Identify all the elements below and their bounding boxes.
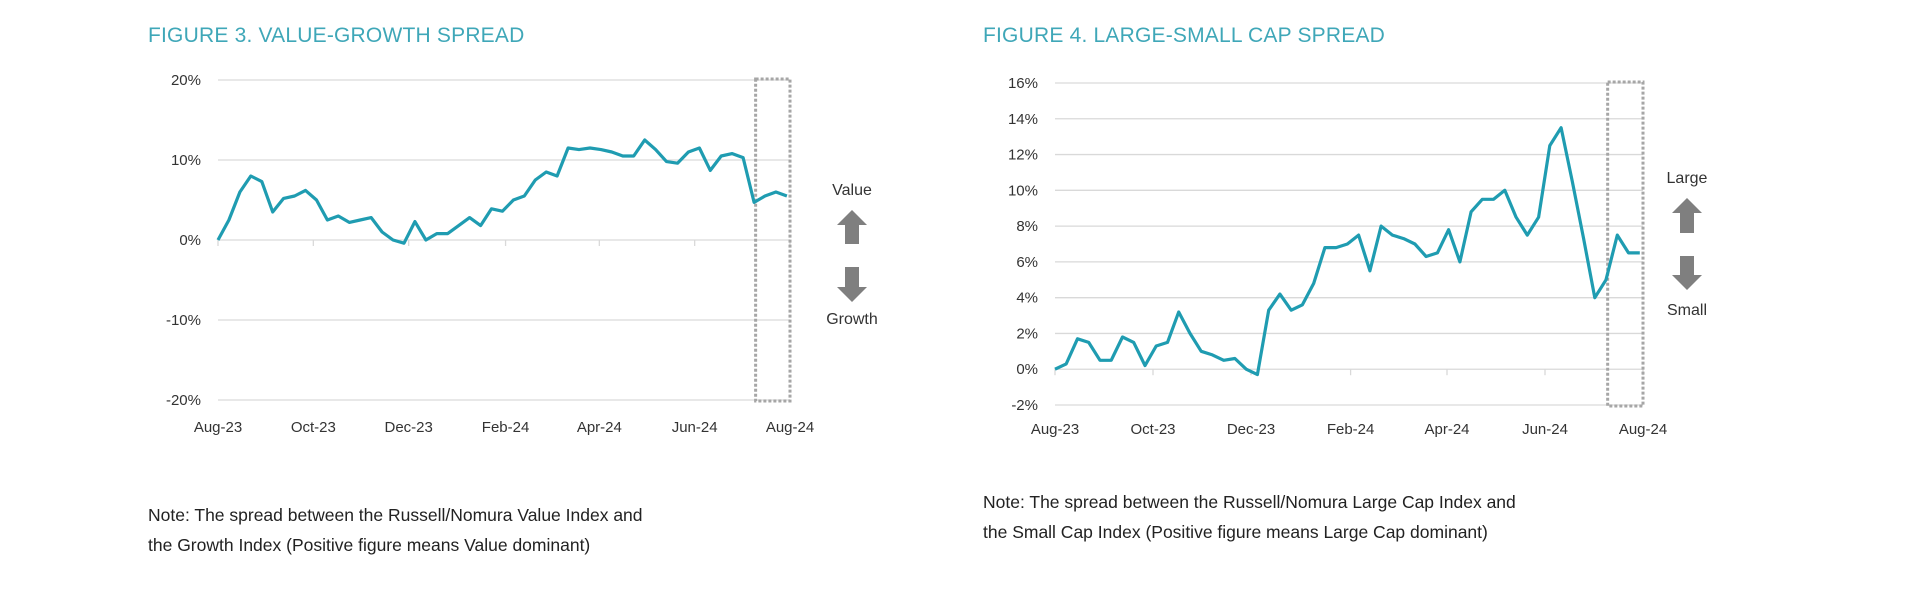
- value-growth-chart: -20% -10% 0% 10% 20% Aug-23 Oct-23 Dec-23 Feb-24…: [166, 72, 878, 436]
- up-label: Value: [832, 182, 872, 199]
- y-tick-label: 0%: [179, 232, 201, 249]
- figure-4-note-line-1: Note: The spread between the Russell/Nom…: [983, 492, 1516, 512]
- highlight-box: [1606, 80, 1645, 408]
- y-tick-label: 16%: [1008, 75, 1038, 92]
- down-arrow-icon: [1672, 256, 1702, 290]
- x-tick-label: Feb-24: [482, 419, 530, 436]
- x-tick-label: Feb-24: [1327, 421, 1375, 438]
- y-tick-label: -2%: [1011, 397, 1038, 414]
- x-tick-label: Oct-23: [291, 419, 336, 436]
- up-label: Large: [1667, 170, 1708, 187]
- figure-4-note-line-2: the Small Cap Index (Positive figure mea…: [983, 522, 1488, 542]
- up-arrow-icon: [1672, 198, 1702, 233]
- y-tick-label: 8%: [1016, 218, 1038, 235]
- y-tick-label: 0%: [1016, 361, 1038, 378]
- x-tick-label: Aug-24: [766, 419, 814, 436]
- down-arrow-icon: [837, 267, 867, 302]
- x-tick-label: Jun-24: [672, 419, 718, 436]
- down-label: Small: [1667, 302, 1707, 319]
- x-tick-label: Aug-24: [1619, 421, 1667, 438]
- y-tick-label: 20%: [171, 72, 201, 89]
- series-line: [1054, 126, 1640, 377]
- figure-3-note-line-2: the Growth Index (Positive figure means …: [148, 535, 591, 555]
- figure-3-note: Note: The spread between the Russell/Nom…: [148, 500, 643, 560]
- y-tick-label: 12%: [1008, 147, 1038, 164]
- y-tick-label: 2%: [1016, 325, 1038, 342]
- series-line: [216, 138, 788, 245]
- figure-4-note: Note: The spread between the Russell/Nom…: [983, 487, 1516, 547]
- figure-3-title: FIGURE 3. VALUE-GROWTH SPREAD: [148, 24, 525, 47]
- x-tick-label: Dec-23: [384, 419, 432, 436]
- x-tick-label: Jun-24: [1522, 421, 1568, 438]
- x-tick-label: Oct-23: [1130, 421, 1175, 438]
- x-tick-label: Aug-23: [1031, 421, 1079, 438]
- y-tick-label: 10%: [171, 152, 201, 169]
- y-tick-label: -10%: [166, 312, 201, 329]
- x-tick-label: Aug-23: [194, 419, 242, 436]
- y-tick-label: -20%: [166, 392, 201, 409]
- x-tick-label: Apr-24: [1424, 421, 1469, 438]
- x-tick-label: Dec-23: [1227, 421, 1275, 438]
- down-label: Growth: [826, 311, 878, 328]
- x-tick-label: Apr-24: [577, 419, 622, 436]
- up-arrow-icon: [837, 210, 867, 244]
- y-tick-label: 10%: [1008, 182, 1038, 199]
- y-tick-label: 4%: [1016, 290, 1038, 307]
- highlight-box: [754, 77, 792, 403]
- y-tick-label: 14%: [1008, 111, 1038, 128]
- figure-4-title: FIGURE 4. LARGE-SMALL CAP SPREAD: [983, 24, 1386, 47]
- y-tick-label: 6%: [1016, 254, 1038, 271]
- figure-3-note-line-1: Note: The spread between the Russell/Nom…: [148, 505, 643, 525]
